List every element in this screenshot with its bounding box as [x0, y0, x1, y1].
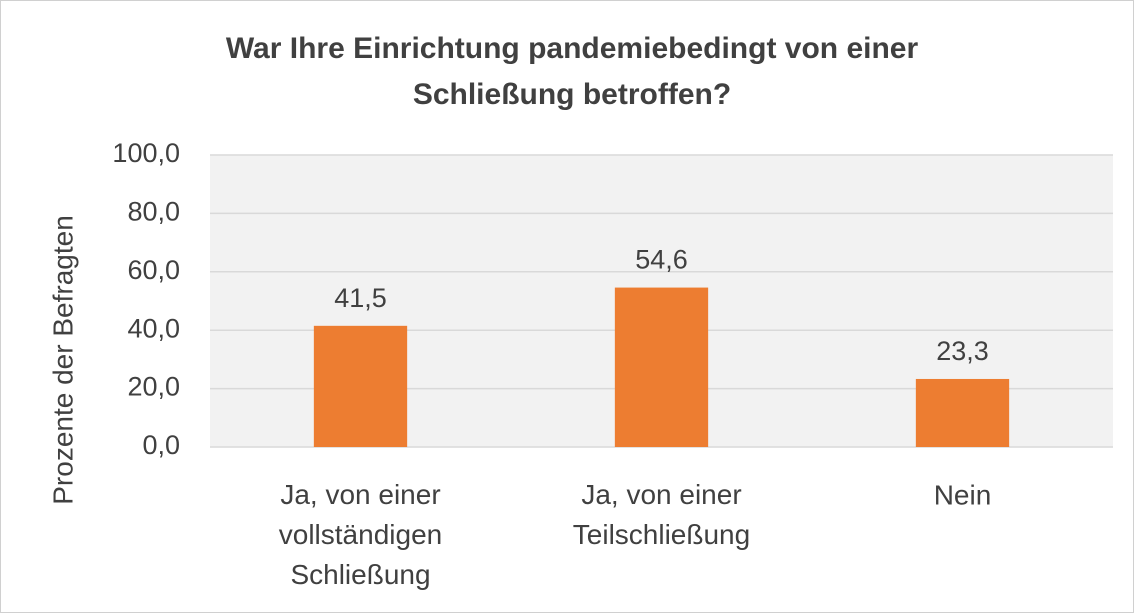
x-tick-label: Ja, von einer vollständigen Schließung: [279, 479, 442, 590]
bar: [313, 325, 408, 447]
data-label: 41,5: [334, 283, 387, 313]
chart-title: War Ihre Einrichtung pandemiebedingt von…: [226, 32, 919, 111]
y-tick-label: 60,0: [127, 255, 180, 285]
y-tick-label: 20,0: [127, 372, 180, 402]
bar: [915, 378, 1010, 447]
y-tick-label: 100,0: [112, 138, 180, 168]
bar: [614, 287, 709, 447]
data-label: 23,3: [936, 336, 989, 366]
y-axis-title: Prozente der Befragten: [47, 215, 78, 505]
x-tick-label: Ja, von einer Teilschließung: [573, 479, 750, 550]
y-tick-label: 80,0: [127, 197, 180, 227]
y-tick-label: 40,0: [127, 313, 180, 343]
y-tick-label: 0,0: [142, 430, 180, 460]
x-tick-label: Nein: [934, 479, 992, 510]
data-label: 54,6: [635, 245, 688, 275]
